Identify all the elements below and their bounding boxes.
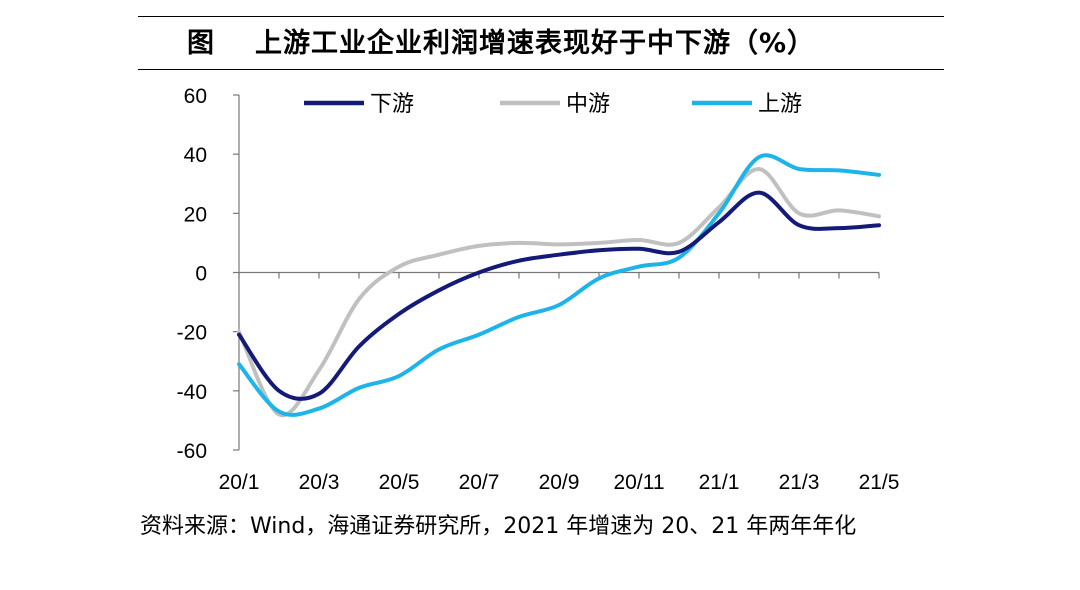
legend-label: 中游 [566,91,610,116]
series-line-下游 [237,190,881,401]
y-tick-label: 0 [195,263,207,286]
x-tick-label: 21/3 [779,471,820,494]
title-bottom-rule [138,69,944,70]
legend-label: 上游 [758,91,802,116]
x-tick-label: 20/5 [379,471,420,494]
y-tick-label: 20 [184,203,207,226]
chart-legend: 下游 中游 上游 [304,91,802,116]
series-lines [237,153,881,418]
x-tick-label: 21/5 [859,471,900,494]
legend-label: 下游 [370,91,414,116]
y-tick-label: 60 [184,85,207,108]
source-note: 资料来源：Wind，海通证券研究所，2021 年增速为 20、21 年两年年化 [140,514,857,539]
y-tick-label: 40 [184,144,207,167]
y-axis-ticks: 60 40 20 0 -20 -40 -60 [177,85,239,463]
y-tick-label: -40 [177,381,207,404]
figure-title-text: 上游工业企业利润增速表现好于中下游（%） [255,28,816,59]
x-tick-label: 20/3 [299,471,340,494]
x-tick-label: 21/1 [699,471,740,494]
title-top-rule [138,16,944,17]
y-tick-label: -60 [177,440,207,463]
figure-title: 图 上游工业企业利润增速表现好于中下游（%） [138,22,944,66]
x-tick-label: 20/7 [459,471,500,494]
x-tick-label: 20/9 [539,471,580,494]
series-line-中游 [237,167,881,418]
y-tick-label: -20 [177,322,207,345]
x-tick-label: 20/1 [219,471,260,494]
x-tick-label: 20/11 [614,471,665,494]
series-line-上游 [237,153,881,417]
x-axis-ticks: 20/1 20/3 20/5 20/7 20/9 20/11 21/1 21/3 21/5 [219,272,900,494]
figure-label: 图 [187,28,215,59]
